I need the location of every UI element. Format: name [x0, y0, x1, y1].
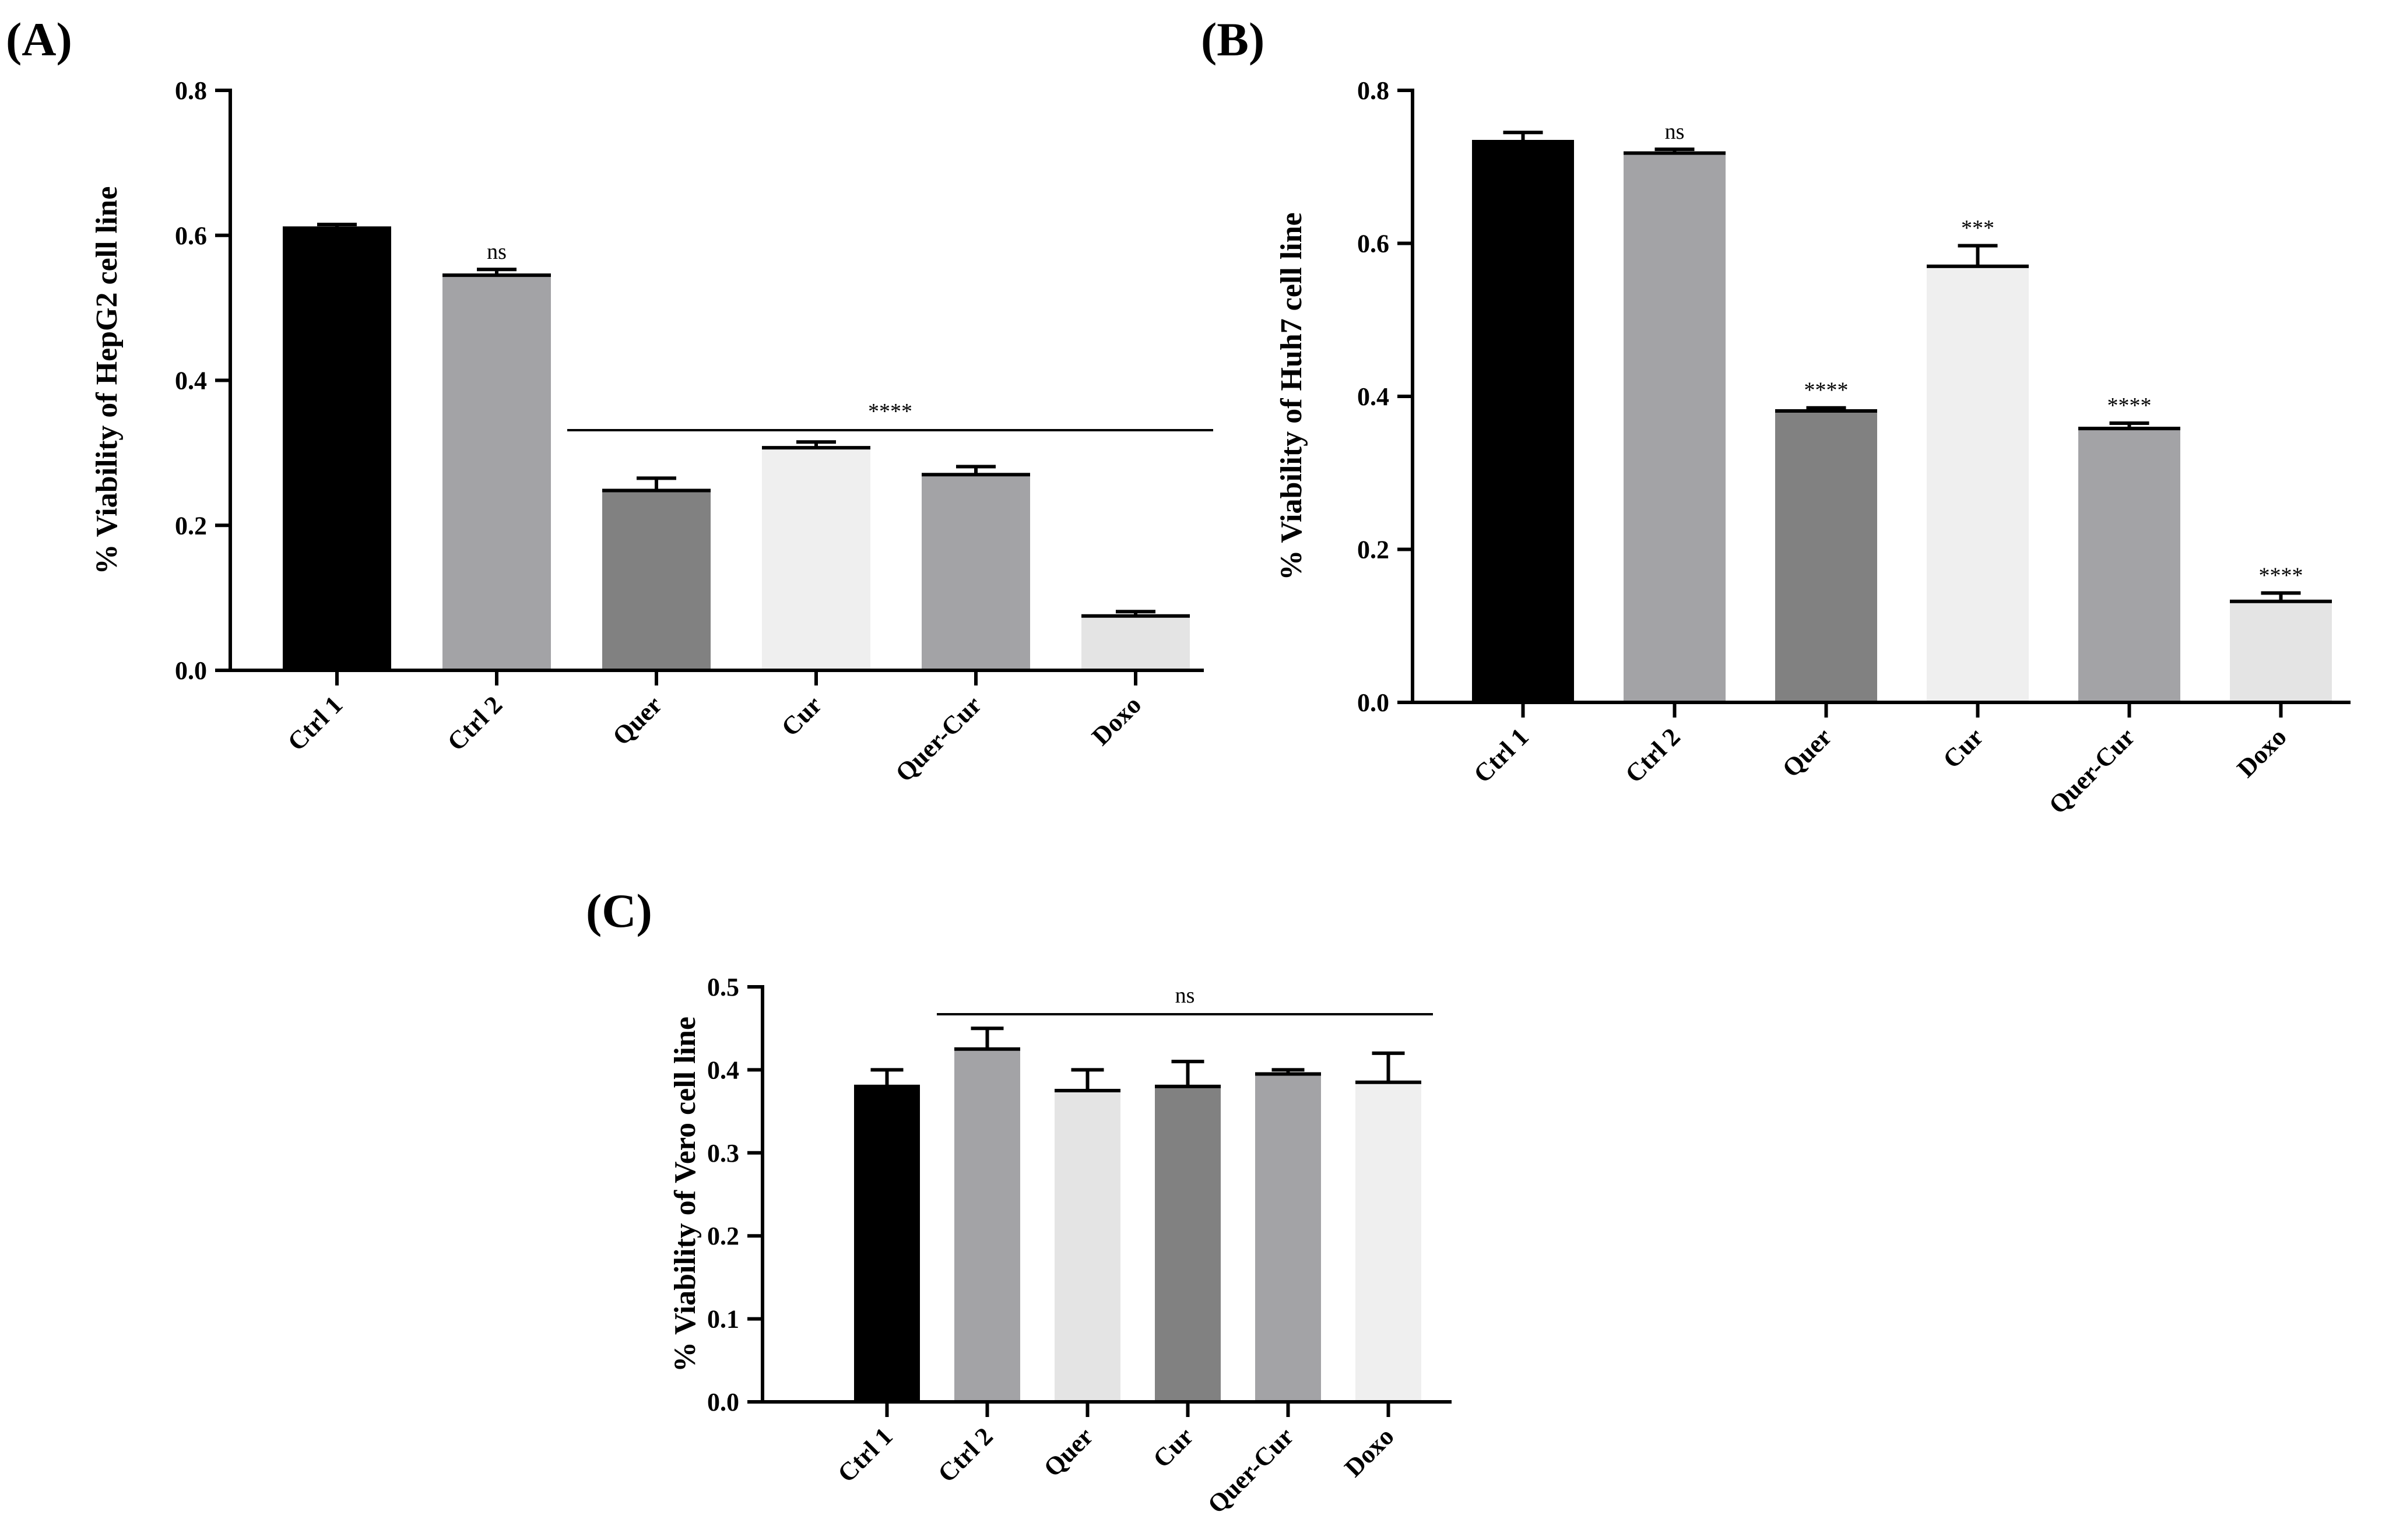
x-tick-label: Quer-Cur	[1202, 1422, 1299, 1519]
x-tick-label: Quer-Cur	[2043, 722, 2141, 820]
y-tick-label: 0.4	[1357, 382, 1389, 411]
bar-ctrl-2	[954, 1049, 1020, 1402]
y-tick-label: 0.1	[707, 1305, 739, 1334]
y-tick-label: 0.4	[707, 1056, 739, 1084]
x-tick-label: Ctrl 2	[442, 690, 508, 756]
y-tick-label: 0.4	[175, 367, 207, 395]
bar-quer-cur	[2078, 428, 2180, 702]
y-axis-label: % Viability of HepG2 cell line	[90, 187, 124, 575]
y-tick-label: 0.8	[175, 76, 207, 105]
x-tick-label: Doxo	[1086, 690, 1147, 751]
bar-ctrl-1	[1472, 141, 1574, 702]
y-tick-label: 0.2	[1357, 536, 1389, 564]
bar-quer	[1775, 410, 1877, 702]
significance-label: ***	[1961, 216, 1994, 240]
bar-cur	[762, 448, 870, 670]
x-tick-label: Doxo	[1339, 1422, 1400, 1482]
x-tick-label: Cur	[1147, 1422, 1199, 1473]
x-tick-label: Quer-Cur	[890, 690, 988, 787]
y-tick-label: 0.5	[707, 973, 739, 1001]
y-tick-label: 0.0	[1357, 688, 1389, 717]
y-tick-label: 0.2	[175, 511, 207, 540]
bar-doxo	[1355, 1082, 1421, 1402]
x-tick-label: Quer	[1038, 1422, 1099, 1482]
x-tick-label: Ctrl 2	[932, 1422, 998, 1488]
bar-ctrl-1	[283, 228, 391, 670]
x-tick-label: Ctrl 1	[1468, 722, 1534, 788]
x-tick-label: Quer	[1777, 722, 1838, 783]
x-tick-label: Ctrl 2	[1619, 722, 1685, 788]
panel-a: (A) % Viability of HepG2 cell line ns **** 0…	[6, 13, 1213, 787]
y-tick-label: 0.8	[1357, 76, 1389, 105]
x-tick-label: Doxo	[2232, 722, 2292, 783]
panel-label: (C)	[586, 884, 652, 937]
y-tick-label: 0.0	[707, 1388, 739, 1416]
panel-b: (B)% Viability of Huh7 cell linens******…	[1201, 13, 2351, 820]
x-tick-label: Ctrl 1	[832, 1422, 898, 1488]
y-tick-label: 0.6	[1357, 230, 1389, 258]
panel-label: (A)	[6, 13, 72, 66]
significance-label: ns	[1175, 983, 1195, 1008]
bar-ctrl-2	[442, 275, 551, 670]
bar-quer	[602, 490, 711, 670]
panel-c: (C) % Viability of Vero cell line ns 0.0 0.1…	[586, 884, 1452, 1519]
x-tick-label: Cur	[1937, 722, 1989, 773]
significance-label: ****	[1804, 378, 1849, 403]
bar-cur	[1155, 1086, 1221, 1402]
bar-ctrl-1	[854, 1086, 920, 1402]
bar-quer	[1055, 1091, 1120, 1402]
bar-quer-cur	[922, 474, 1030, 670]
bar-ctrl-2	[1624, 153, 1726, 702]
significance-label: ns	[487, 240, 507, 264]
bar-doxo	[1081, 616, 1190, 670]
bar-cur	[1927, 266, 2029, 702]
y-tick-label: 0.2	[707, 1222, 739, 1250]
panel-label: (B)	[1201, 13, 1264, 66]
x-tick-label: Ctrl 1	[282, 690, 348, 756]
bar-doxo	[2230, 601, 2332, 702]
significance-label: ****	[868, 399, 912, 424]
y-axis-label: % Viability of Vero cell line	[669, 1017, 702, 1372]
bar-quer-cur	[1255, 1074, 1321, 1402]
y-tick-label: 0.3	[707, 1139, 739, 1168]
y-tick-label: 0.6	[175, 221, 207, 250]
x-tick-label: Cur	[776, 690, 827, 741]
significance-label: ns	[1665, 119, 1685, 144]
x-tick-label: Quer	[607, 690, 667, 751]
significance-label: ****	[2107, 393, 2152, 418]
significance-label: ****	[2259, 563, 2303, 588]
y-tick-label: 0.0	[175, 656, 207, 685]
y-axis-label: % Viability of Huh7 cell line	[1275, 212, 1308, 580]
